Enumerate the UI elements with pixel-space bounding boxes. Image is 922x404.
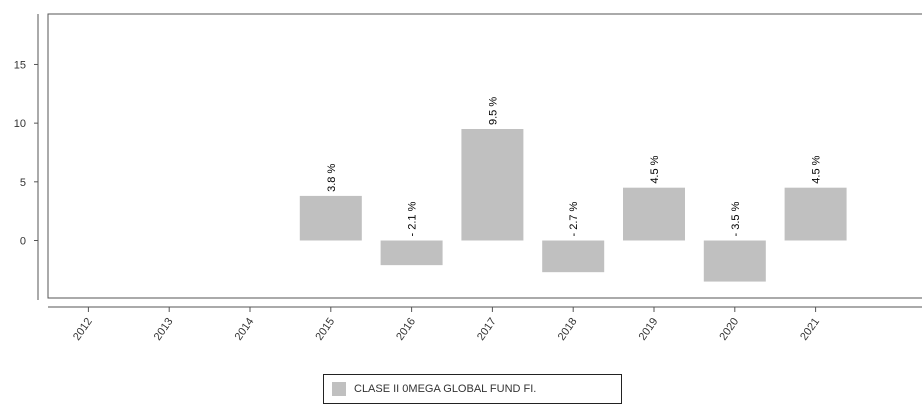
y-tick-label: 10 bbox=[14, 118, 26, 130]
legend-label: CLASE II 0MEGA GLOBAL FUND FI. bbox=[354, 383, 537, 395]
bar-value-label: - 3.5 % bbox=[730, 201, 742, 236]
plot-frame bbox=[47, 13, 922, 299]
x-tick-label: 2015 bbox=[313, 316, 337, 343]
y-tick-label: 0 bbox=[20, 235, 26, 247]
y-axis: 0 5 10 15 bbox=[14, 14, 39, 300]
bar-value-label: 4.5 % bbox=[811, 155, 823, 183]
x-axis: 2012 2013 2014 2015 2016 2017 2018 2019 2020 2021 bbox=[48, 306, 922, 343]
legend: CLASE II 0MEGA GLOBAL FUND FI. bbox=[323, 374, 622, 404]
x-tick-label: 2017 bbox=[475, 316, 499, 343]
data-labels: 3.8 % - 2.1 % 9.5 % - 2.7 % 4.5 % - 3.5 % 4.5 … bbox=[326, 97, 823, 237]
x-tick-label: 2016 bbox=[394, 316, 418, 343]
bar bbox=[299, 195, 362, 241]
y-tick-label: 15 bbox=[14, 59, 26, 71]
y-tick-label: 5 bbox=[20, 177, 26, 189]
bar-value-label: - 2.7 % bbox=[568, 201, 580, 236]
bar bbox=[380, 240, 443, 266]
x-tick-label: 2018 bbox=[556, 316, 580, 343]
bar bbox=[461, 129, 524, 241]
x-tick-label: 2021 bbox=[798, 316, 822, 343]
bars bbox=[299, 129, 847, 282]
bar-value-label: 4.5 % bbox=[649, 155, 661, 183]
bar bbox=[703, 240, 766, 282]
legend-swatch bbox=[332, 382, 346, 396]
x-tick-label: 2013 bbox=[152, 316, 176, 343]
x-tick-label: 2012 bbox=[71, 316, 95, 343]
bar bbox=[784, 187, 847, 241]
bar bbox=[623, 187, 685, 241]
bar bbox=[542, 240, 605, 273]
bar-value-label: - 2.1 % bbox=[407, 201, 419, 236]
bar-value-label: 9.5 % bbox=[487, 97, 499, 125]
x-tick-label: 2019 bbox=[637, 316, 661, 343]
x-tick-label: 2014 bbox=[233, 316, 257, 343]
x-tick-label: 2020 bbox=[717, 316, 741, 343]
bar-value-label: 3.8 % bbox=[326, 164, 338, 192]
